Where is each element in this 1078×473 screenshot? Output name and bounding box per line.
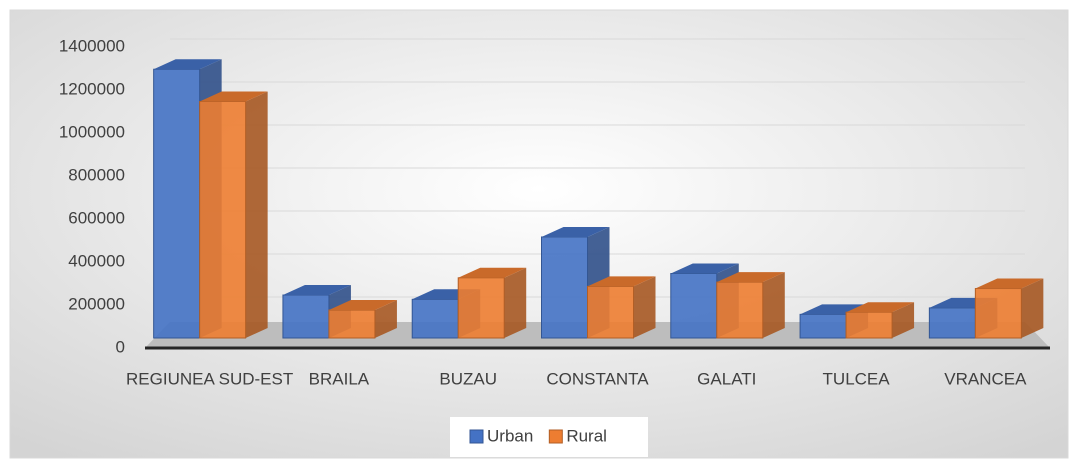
- bar: [974, 288, 1022, 339]
- bar: [541, 236, 588, 339]
- bar: [799, 313, 847, 339]
- x-tick-label: CONSTANTA: [546, 369, 649, 388]
- y-tick-label: 1400000: [59, 36, 125, 55]
- y-tick-label: 200000: [68, 294, 125, 313]
- bar-top: [328, 300, 397, 311]
- bar-side: [245, 91, 268, 338]
- y-tick-label: 1200000: [59, 79, 125, 98]
- legend-swatch: [548, 429, 563, 444]
- bar-top: [846, 302, 915, 313]
- x-tick-label: VRANCEA: [944, 369, 1027, 388]
- legend-label: Rural: [566, 426, 607, 445]
- x-tick-label: TULCEA: [823, 369, 891, 388]
- bar-side: [1021, 278, 1044, 338]
- x-tick-label: BUZAU: [439, 369, 497, 388]
- x-tick-label: REGIUNEA SUD-EST: [126, 369, 293, 388]
- bar: [457, 277, 505, 339]
- bar: [587, 285, 634, 339]
- y-tick-label: 0: [116, 337, 125, 356]
- bar-top: [458, 267, 527, 278]
- bar-top: [153, 59, 222, 70]
- bar-side: [374, 300, 397, 338]
- bar-side: [633, 276, 656, 338]
- bar-side: [504, 267, 527, 338]
- bar-top: [716, 272, 785, 283]
- x-tick-label: GALATI: [697, 369, 756, 388]
- y-tick-label: 400000: [68, 251, 125, 270]
- bar-side: [892, 302, 915, 338]
- legend-label: Urban: [487, 426, 533, 445]
- bar-top: [282, 285, 351, 295]
- bar-top: [541, 226, 610, 237]
- legend-swatch: [469, 429, 484, 444]
- bar: [411, 298, 459, 339]
- bar-top: [199, 91, 268, 102]
- y-tick-label: 800000: [68, 165, 125, 184]
- bar-top: [587, 276, 656, 287]
- bar: [153, 68, 201, 339]
- y-tick-label: 1000000: [59, 122, 125, 141]
- y-tick-label: 600000: [68, 208, 125, 227]
- x-tick-label: BRAILA: [309, 369, 370, 388]
- bar: [670, 273, 718, 339]
- bar-side: [762, 272, 785, 338]
- bar: [928, 307, 976, 339]
- bar: [328, 309, 376, 339]
- bar: [716, 281, 764, 339]
- bar: [845, 311, 893, 339]
- bar-top: [670, 263, 739, 274]
- bar: [199, 101, 247, 339]
- bar: [282, 294, 330, 339]
- bar-top: [975, 278, 1044, 289]
